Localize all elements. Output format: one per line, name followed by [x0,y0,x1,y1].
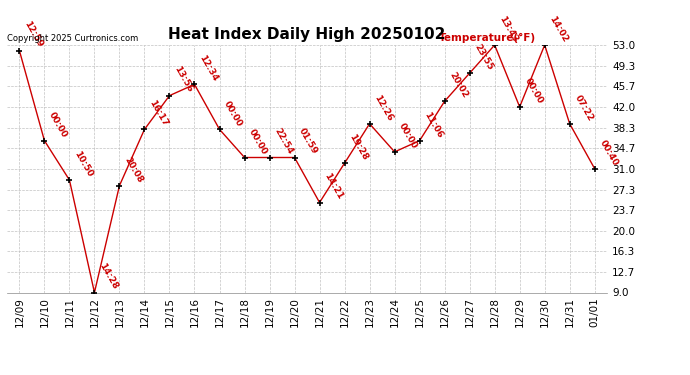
Text: 20:02: 20:02 [447,71,469,100]
Text: Temperature(°F): Temperature(°F) [439,33,536,42]
Text: 12:59: 12:59 [22,20,44,49]
Text: 14:21: 14:21 [322,172,344,201]
Text: 00:00: 00:00 [247,127,269,156]
Text: 13:56: 13:56 [172,65,195,94]
Text: 12:26: 12:26 [373,93,395,122]
Text: 00:00: 00:00 [522,76,544,105]
Text: 22:54: 22:54 [273,127,295,156]
Text: 01:59: 01:59 [297,127,319,156]
Text: 10:50: 10:50 [72,150,95,178]
Text: Copyright 2025 Curtronics.com: Copyright 2025 Curtronics.com [7,33,138,42]
Text: 00:00: 00:00 [222,99,244,128]
Title: Heat Index Daily High 20250102: Heat Index Daily High 20250102 [168,27,446,42]
Text: 00:00: 00:00 [47,110,69,139]
Text: 19:28: 19:28 [347,132,370,162]
Text: 07:22: 07:22 [573,93,595,122]
Text: 00:00: 00:00 [397,122,420,150]
Text: 16:17: 16:17 [147,99,170,128]
Text: 23:55: 23:55 [473,42,495,72]
Text: 12:34: 12:34 [197,54,219,83]
Text: 14:02: 14:02 [547,14,569,44]
Text: 00:40: 00:40 [598,138,620,167]
Text: 14:28: 14:28 [97,262,119,291]
Text: 20:08: 20:08 [122,155,144,184]
Text: 11:06: 11:06 [422,110,444,139]
Text: 13:43: 13:43 [497,14,520,44]
